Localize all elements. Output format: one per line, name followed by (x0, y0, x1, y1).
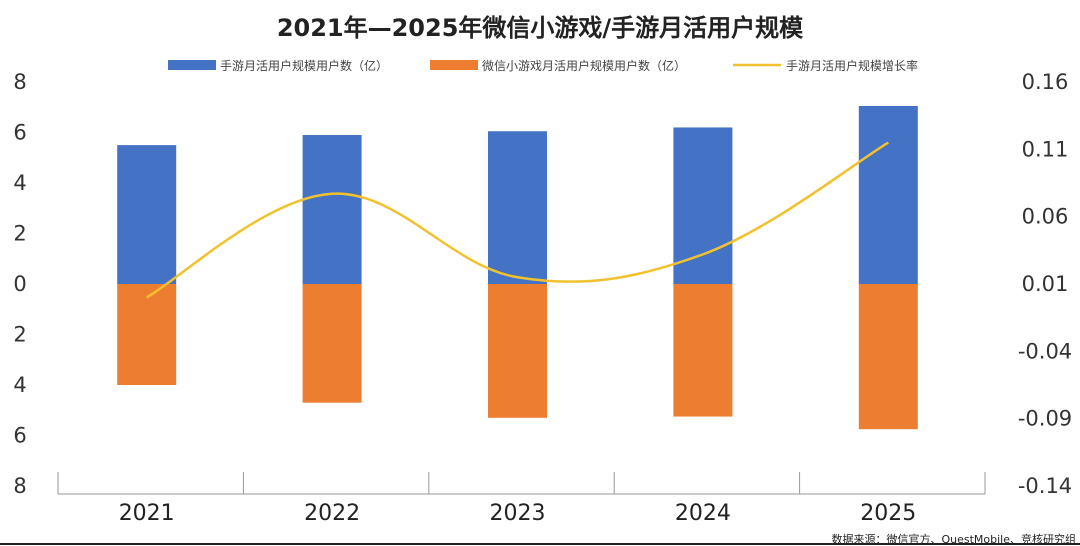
legend-label-series-1: 手游月活用户规模用户数（亿） (220, 58, 388, 73)
y-left-tick-label: 8 (13, 474, 26, 498)
x-tick-label: 2021 (119, 501, 175, 526)
x-tick-label: 2023 (490, 501, 546, 526)
y-right-tick-label: 0.06 (1022, 205, 1069, 229)
y-left-tick-label: 8 (13, 70, 26, 94)
y-right-tick-label: 0.11 (1022, 137, 1069, 161)
y-axis-left: 8 6 4 2 0 2 4 6 8 (13, 70, 26, 498)
bar-mobile-game-users (858, 105, 918, 284)
x-tick-label: 2022 (304, 501, 360, 526)
y-left-tick-label: 2 (13, 222, 26, 246)
bar-minigame-users (117, 284, 177, 385)
y-left-tick-label: 0 (13, 272, 26, 296)
legend-label-series-2: 微信小游戏月活用户规模用户数（亿） (482, 58, 686, 73)
y-left-tick-label: 6 (13, 121, 26, 145)
bar-mobile-game-users (117, 145, 177, 284)
x-tick-label: 2025 (860, 501, 916, 526)
bar-mobile-game-users (302, 135, 362, 284)
y-left-tick-label: 4 (13, 373, 26, 397)
y-right-tick-label: -0.09 (1018, 407, 1072, 431)
y-axis-right: 0.16 0.11 0.06 0.01 -0.04 -0.09 -0.14 (1018, 70, 1072, 498)
x-axis: 2021 2022 2023 2024 2025 (57, 472, 986, 526)
y-left-tick-label: 2 (13, 323, 26, 347)
source-note: 数据来源：微信官方、QuestMobile、竞核研究组 (831, 532, 1076, 546)
legend: 手游月活用户规模用户数（亿） 微信小游戏月活用户规模用户数（亿） 手游月活用户规… (168, 58, 918, 73)
growth-line-group (146, 141, 889, 299)
bar-mobile-game-users (673, 127, 733, 284)
bars-group (117, 105, 918, 430)
y-left-tick-label: 6 (13, 424, 26, 448)
legend-label-series-3: 手游月活用户规模增长率 (786, 58, 918, 73)
chart-title: 2021年—2025年微信小游戏/手游月活用户规模 (277, 14, 804, 42)
y-right-tick-label: 0.01 (1022, 272, 1069, 296)
legend-swatch-series-1 (168, 60, 216, 70)
bar-mobile-game-users (488, 131, 547, 284)
y-right-tick-label: -0.14 (1018, 474, 1072, 498)
bar-minigame-users (858, 284, 918, 430)
x-tick-label: 2024 (675, 501, 731, 526)
bar-minigame-users (673, 284, 733, 417)
y-right-tick-label: -0.04 (1018, 339, 1072, 363)
y-left-tick-label: 4 (13, 171, 26, 195)
bar-minigame-users (488, 284, 547, 418)
growth-rate-line (146, 141, 889, 299)
bar-minigame-users (302, 284, 362, 403)
legend-swatch-series-2 (430, 60, 478, 70)
y-right-tick-label: 0.16 (1022, 70, 1069, 94)
